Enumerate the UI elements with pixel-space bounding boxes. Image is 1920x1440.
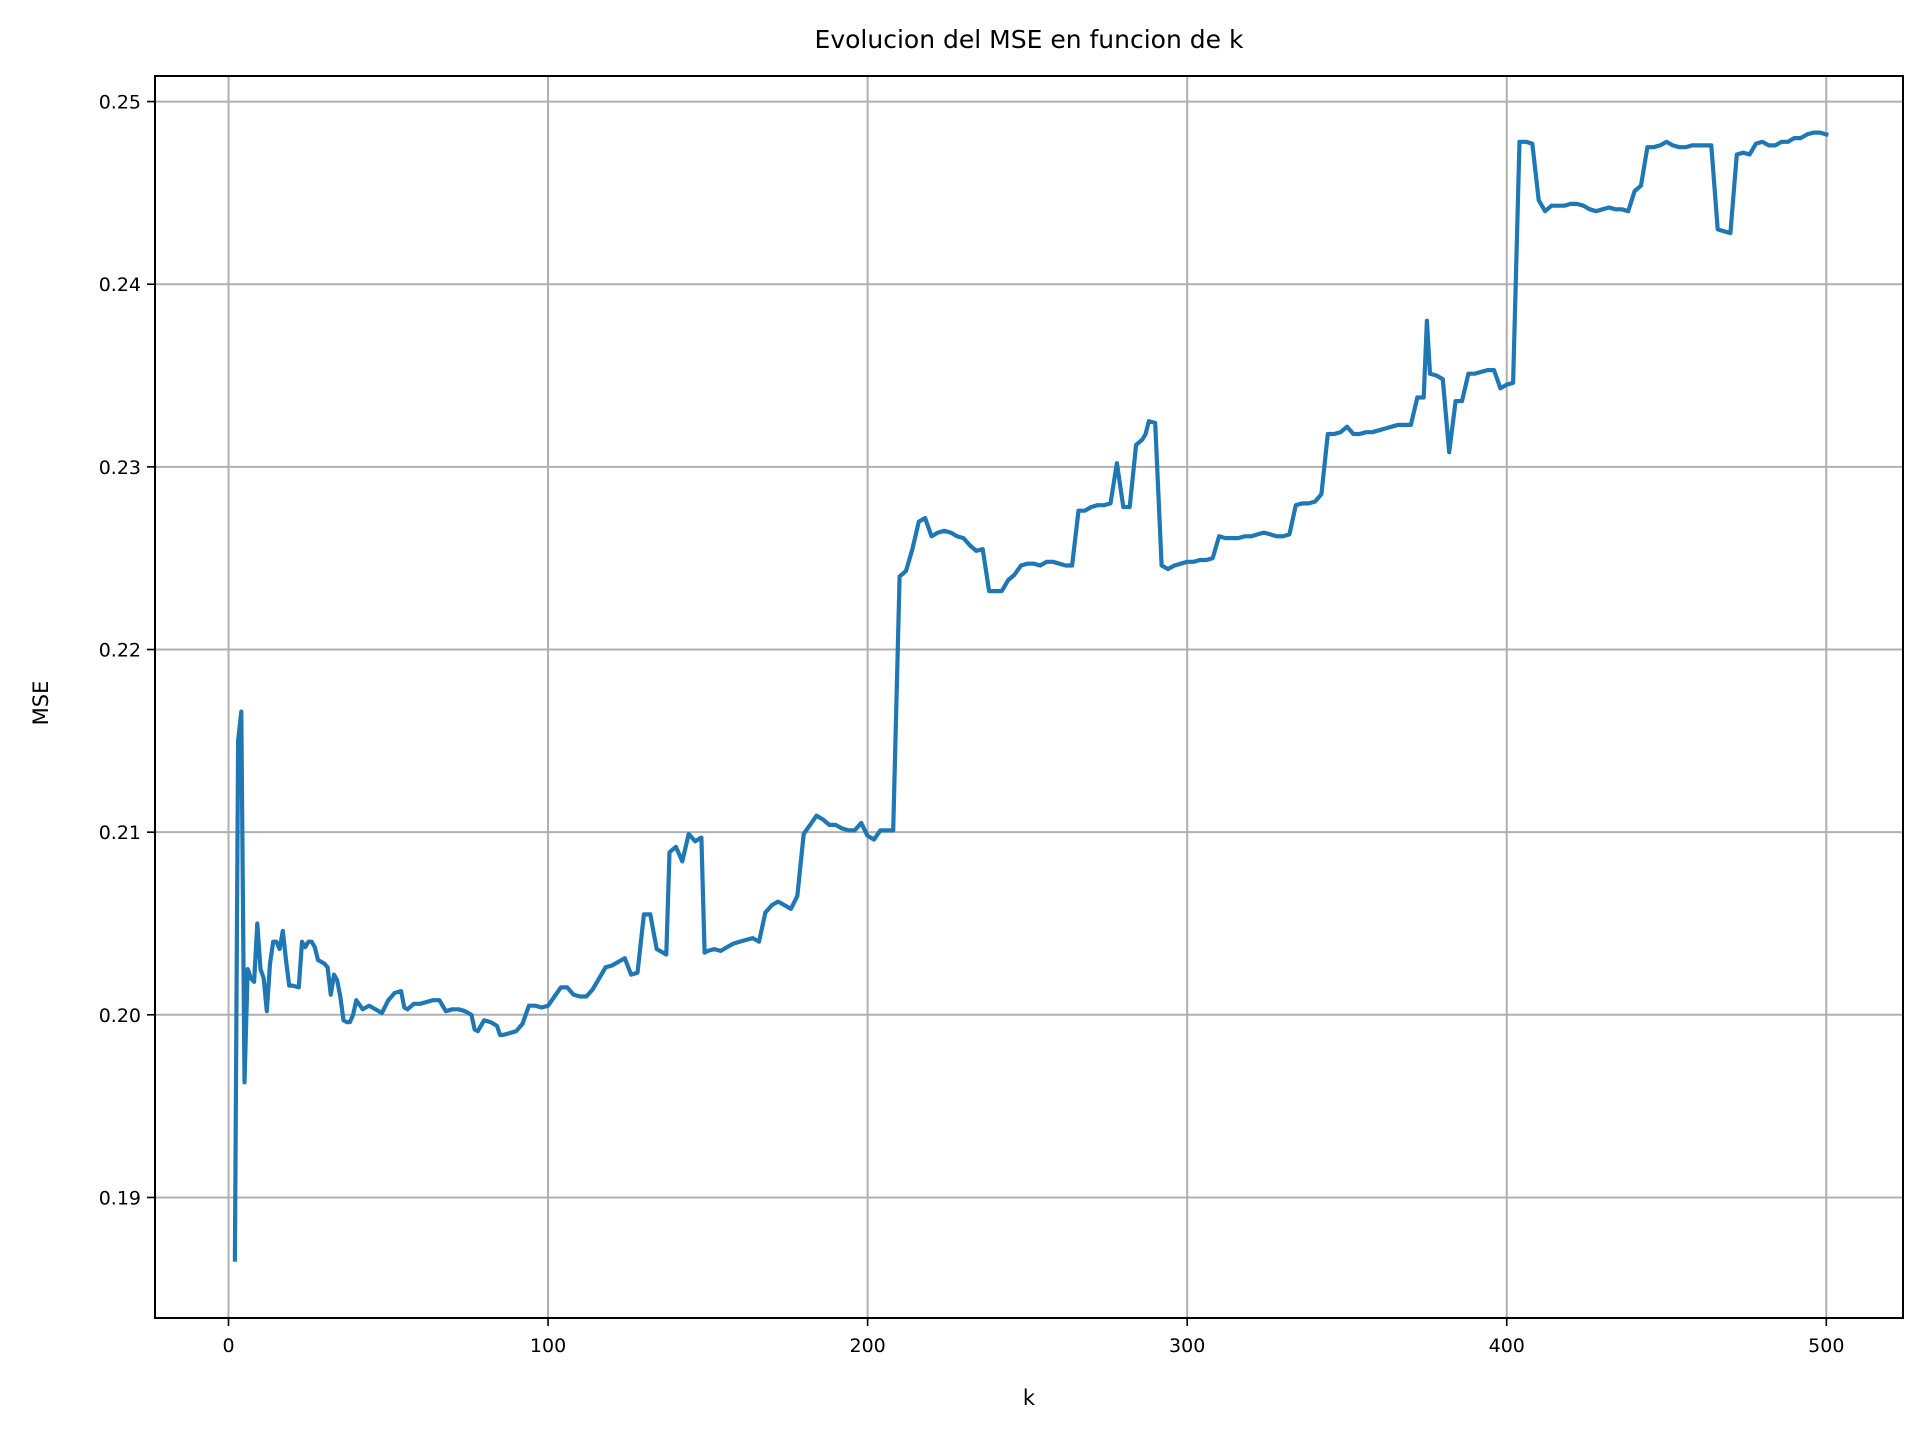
y-tick-label: 0.20 — [99, 1005, 141, 1027]
x-tick-label: 200 — [849, 1335, 885, 1357]
grid — [155, 76, 1903, 1318]
x-axis-ticks: 0 100 200 300 400 500 — [222, 1318, 1844, 1357]
x-tick-label: 400 — [1489, 1335, 1525, 1357]
y-tick-label: 0.19 — [99, 1187, 141, 1209]
x-tick-label: 500 — [1808, 1335, 1844, 1357]
x-axis-label: k — [1023, 1386, 1036, 1410]
y-axis-ticks: 0.19 0.20 0.21 0.22 0.23 0.24 0.25 — [99, 92, 155, 1209]
plot-frame — [154, 75, 1904, 1319]
chart-title: Evolucion del MSE en funcion de k — [815, 25, 1244, 54]
y-tick-label: 0.22 — [99, 640, 141, 662]
y-tick-label: 0.23 — [99, 457, 141, 479]
series-line — [232, 130, 1829, 1262]
y-axis-label: MSE — [29, 681, 53, 726]
x-tick-label: 100 — [530, 1335, 566, 1357]
y-tick-label: 0.21 — [99, 822, 141, 844]
x-tick-label: 300 — [1169, 1335, 1205, 1357]
y-tick-label: 0.24 — [99, 274, 141, 296]
x-tick-label: 0 — [222, 1335, 234, 1357]
y-tick-label: 0.25 — [99, 92, 141, 114]
series-line-group — [232, 130, 1829, 1262]
